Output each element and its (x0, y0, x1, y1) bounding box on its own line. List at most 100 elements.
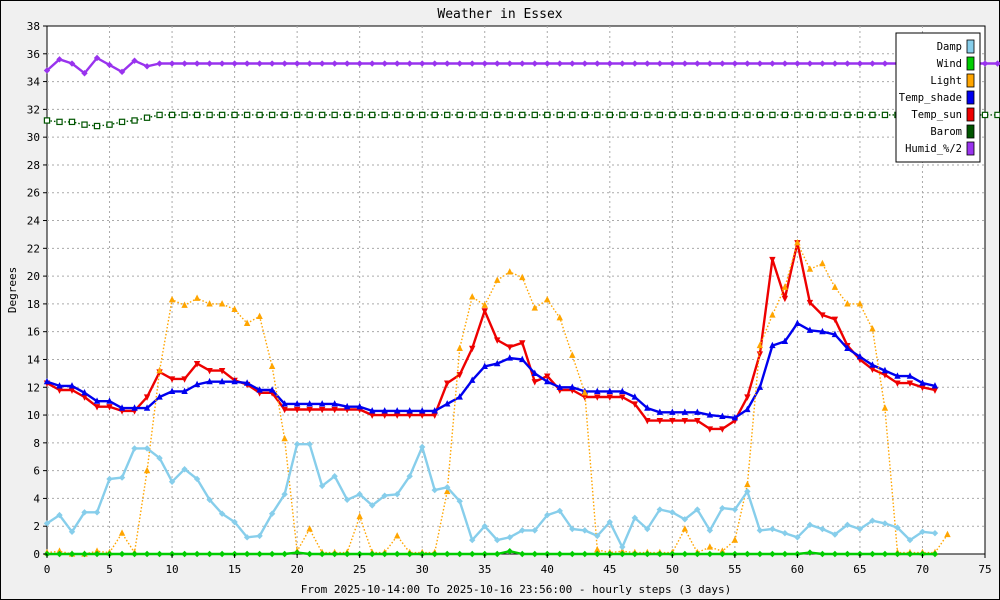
wind-point (531, 550, 538, 558)
humid-2-point (994, 60, 1000, 67)
temp-sun-point (719, 426, 726, 433)
humid-2-point (706, 60, 714, 67)
barom-point (356, 111, 363, 119)
damp-point (581, 527, 588, 534)
barom-point (456, 111, 463, 119)
humid-2-point (106, 61, 113, 69)
temp-sun-point (331, 406, 338, 414)
light-point (306, 525, 313, 532)
y-tick-label: 28 (27, 159, 40, 172)
damp-point (181, 466, 188, 473)
damp-point (469, 536, 476, 544)
y-tick-label: 36 (27, 48, 40, 61)
wind-point (68, 550, 76, 558)
damp-point (731, 506, 739, 513)
humid-2-point (393, 60, 401, 67)
legend-swatch-wind (966, 56, 975, 71)
wind-point (694, 550, 701, 558)
wind-point (93, 550, 101, 558)
humid-2-point (243, 60, 251, 67)
barom-point (606, 111, 614, 119)
damp-point (494, 536, 501, 544)
wind-point (193, 550, 201, 558)
legend-swatch-light (966, 73, 975, 88)
barom-point (644, 111, 651, 119)
damp-point (869, 517, 876, 524)
x-tick-label: 15 (228, 563, 241, 576)
humid-2-point (519, 60, 526, 67)
temp-sun-point (606, 394, 613, 401)
temp-shade-point (594, 387, 601, 395)
barom-point (669, 111, 676, 119)
y-tick-label: 24 (27, 215, 41, 228)
damp-point (218, 510, 226, 517)
wind-point (781, 550, 789, 558)
barom-point (619, 111, 626, 119)
damp-point (481, 523, 488, 530)
humid-2-point (769, 60, 776, 67)
temp-shade-point (731, 414, 739, 421)
wind-point (619, 550, 626, 558)
light-point (531, 304, 538, 311)
y-tick-label: 32 (27, 103, 40, 116)
light-point (731, 536, 739, 543)
damp-point (156, 454, 163, 462)
wind-point (343, 550, 351, 558)
y-tick-label: 16 (27, 326, 40, 339)
temp-shade-point (906, 372, 914, 379)
humid-2-point (256, 60, 263, 67)
legend-label-temp-shade: Temp_shade (899, 92, 962, 104)
damp-point (281, 491, 288, 498)
temp-sun-point (306, 406, 313, 414)
barom-point (831, 111, 839, 119)
barom-point (131, 117, 138, 124)
temp-shade-point (444, 400, 451, 407)
temp-sun-point (906, 380, 914, 387)
humid-2-point (619, 60, 626, 67)
damp-point (594, 532, 601, 540)
barom-point (306, 111, 313, 119)
humid-2-point (381, 60, 388, 67)
temp-sun-point (519, 340, 526, 347)
temp-sun-point (881, 372, 889, 379)
light-point (881, 404, 889, 411)
damp-point (168, 478, 176, 485)
damp-point (544, 511, 551, 519)
temp-sun-point (681, 418, 689, 425)
wind-point (519, 550, 526, 558)
humid-2-point (306, 60, 313, 67)
wind-point (656, 550, 664, 558)
wind-point (644, 550, 651, 558)
barom-point (331, 111, 338, 119)
damp-point (318, 482, 326, 490)
temp-sun-point (68, 387, 76, 394)
barom-point (694, 111, 701, 119)
barom-point (719, 111, 726, 119)
humid-2-point (656, 60, 664, 67)
light-point (168, 295, 176, 303)
temp-sun-point (106, 404, 113, 411)
light-point (118, 529, 126, 536)
barom-point (469, 111, 476, 119)
damp-point (431, 486, 438, 494)
barom-point (56, 118, 63, 126)
temp-sun-point (281, 406, 288, 414)
legend: Damp Wind Light Temp_shade Temp_sun Barom Humi… (895, 32, 981, 163)
temp-shade-point (931, 382, 939, 389)
damp-point (406, 472, 413, 480)
barom-point (193, 111, 201, 119)
wind-point (456, 550, 463, 558)
humid-2-point (168, 60, 176, 67)
barom-point (81, 121, 88, 128)
damp-point (519, 527, 526, 534)
wind-point (56, 550, 63, 558)
temp-shade-point (143, 404, 151, 411)
damp-point (631, 514, 639, 522)
damp-point (919, 528, 926, 535)
damp-point (931, 529, 939, 537)
temp-sun-point (756, 351, 764, 358)
barom-point (68, 118, 76, 126)
temp-sun-point (769, 256, 776, 264)
barom-point (656, 111, 664, 119)
